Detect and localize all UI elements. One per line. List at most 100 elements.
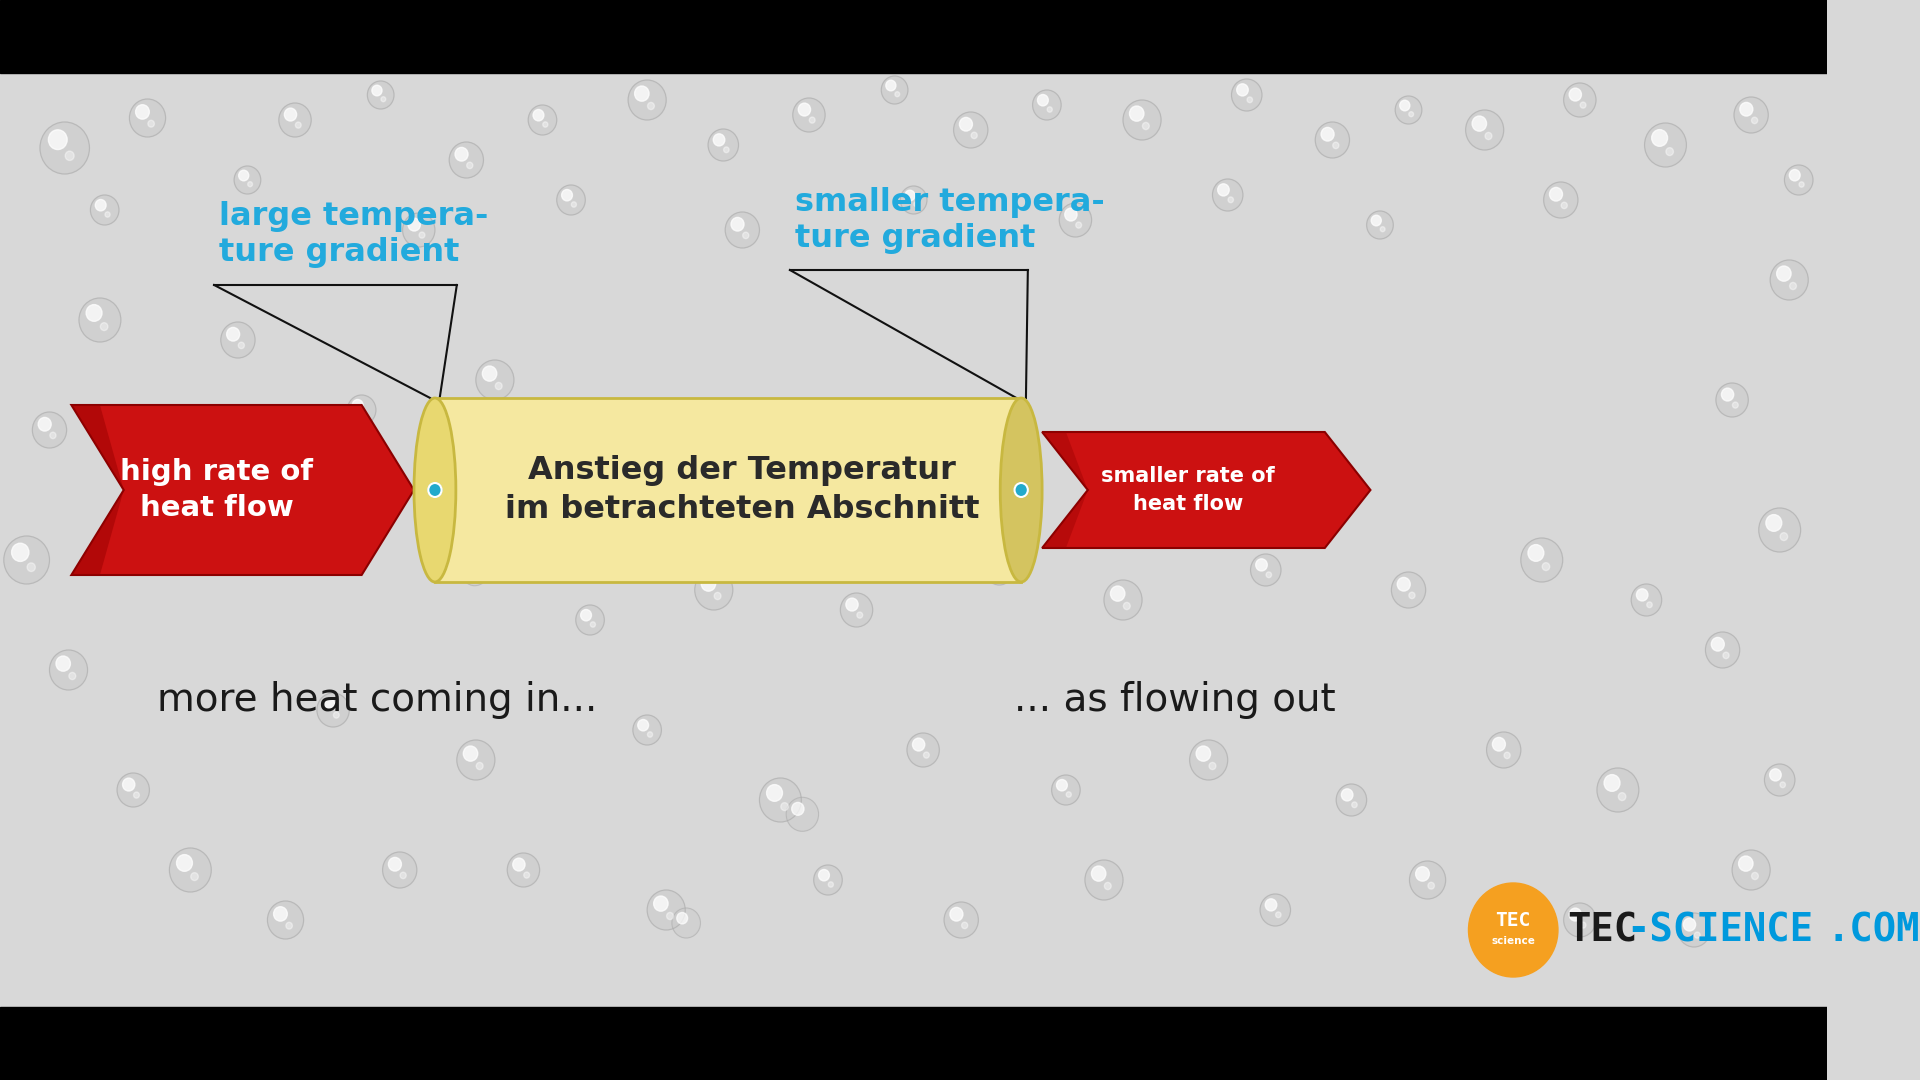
Circle shape [636, 86, 649, 102]
Circle shape [1110, 586, 1125, 602]
Circle shape [1056, 780, 1068, 791]
Polygon shape [1043, 432, 1089, 548]
Circle shape [117, 773, 150, 807]
Circle shape [1231, 79, 1261, 111]
Circle shape [1129, 106, 1144, 121]
Text: ... as flowing out: ... as flowing out [1014, 681, 1334, 719]
Circle shape [732, 217, 745, 231]
Circle shape [1409, 111, 1413, 117]
Circle shape [1569, 908, 1582, 921]
Circle shape [543, 122, 547, 127]
Circle shape [1776, 266, 1791, 281]
Circle shape [399, 873, 407, 879]
Circle shape [1789, 282, 1797, 289]
Circle shape [603, 424, 634, 456]
Circle shape [278, 103, 311, 137]
Circle shape [900, 186, 927, 214]
Text: ture gradient: ture gradient [219, 238, 459, 269]
Circle shape [609, 429, 620, 441]
Circle shape [1503, 752, 1511, 758]
Circle shape [1603, 774, 1620, 792]
Circle shape [476, 360, 515, 400]
Circle shape [86, 305, 102, 322]
Circle shape [563, 189, 572, 201]
Circle shape [1651, 130, 1668, 146]
Text: im betrachteten Abschnitt: im betrachteten Abschnitt [505, 495, 979, 526]
Circle shape [495, 382, 503, 390]
Circle shape [1619, 793, 1626, 800]
Circle shape [760, 778, 801, 822]
Circle shape [1091, 866, 1106, 881]
Circle shape [1409, 861, 1446, 899]
Polygon shape [1043, 432, 1371, 548]
Circle shape [27, 563, 35, 571]
Circle shape [419, 232, 424, 239]
Circle shape [1037, 94, 1048, 106]
Circle shape [828, 881, 833, 887]
Circle shape [79, 298, 121, 342]
Circle shape [924, 752, 929, 758]
Circle shape [791, 802, 804, 815]
Circle shape [766, 784, 783, 801]
Circle shape [1352, 802, 1357, 808]
Circle shape [1716, 383, 1749, 417]
Circle shape [323, 698, 334, 711]
Circle shape [1217, 184, 1229, 195]
Circle shape [286, 922, 292, 929]
Circle shape [476, 762, 484, 770]
Circle shape [227, 327, 240, 341]
Circle shape [1265, 899, 1277, 910]
Circle shape [580, 609, 591, 621]
Circle shape [1549, 188, 1563, 201]
Circle shape [1632, 584, 1661, 616]
Circle shape [1722, 652, 1730, 659]
Circle shape [1770, 769, 1782, 781]
Circle shape [856, 612, 862, 618]
Circle shape [1542, 563, 1549, 570]
Circle shape [513, 859, 524, 870]
Circle shape [1580, 922, 1586, 928]
Circle shape [1684, 918, 1695, 931]
Circle shape [1766, 514, 1782, 531]
Circle shape [388, 858, 401, 872]
Circle shape [1764, 764, 1795, 796]
Circle shape [1415, 866, 1428, 881]
Circle shape [814, 865, 843, 895]
Text: more heat coming in...: more heat coming in... [157, 681, 597, 719]
Circle shape [881, 76, 908, 104]
Circle shape [1636, 589, 1647, 600]
Circle shape [65, 151, 75, 161]
Circle shape [714, 593, 722, 599]
Circle shape [1569, 89, 1582, 102]
Text: .COM: .COM [1826, 912, 1920, 949]
Circle shape [634, 715, 660, 745]
Circle shape [712, 134, 726, 146]
Circle shape [165, 484, 196, 516]
Circle shape [1751, 117, 1757, 123]
Circle shape [100, 323, 108, 330]
Circle shape [148, 120, 154, 127]
Circle shape [296, 122, 301, 129]
Circle shape [1229, 197, 1233, 203]
Circle shape [428, 483, 442, 497]
Circle shape [672, 908, 701, 939]
Circle shape [1190, 740, 1227, 780]
Circle shape [1392, 572, 1427, 608]
Circle shape [1104, 882, 1112, 890]
Circle shape [445, 548, 459, 562]
Circle shape [482, 366, 497, 381]
Bar [436, 399, 1021, 582]
Circle shape [904, 190, 916, 201]
Circle shape [467, 162, 472, 168]
Circle shape [618, 442, 624, 448]
Circle shape [238, 171, 250, 180]
Circle shape [1428, 882, 1434, 889]
Circle shape [954, 112, 989, 148]
Text: -SCIENCE: -SCIENCE [1626, 912, 1814, 949]
Text: heat flow: heat flow [140, 494, 294, 522]
Bar [0, 1007, 1828, 1080]
Circle shape [367, 81, 394, 109]
Circle shape [301, 516, 317, 531]
Circle shape [1711, 637, 1724, 651]
Circle shape [962, 922, 968, 929]
